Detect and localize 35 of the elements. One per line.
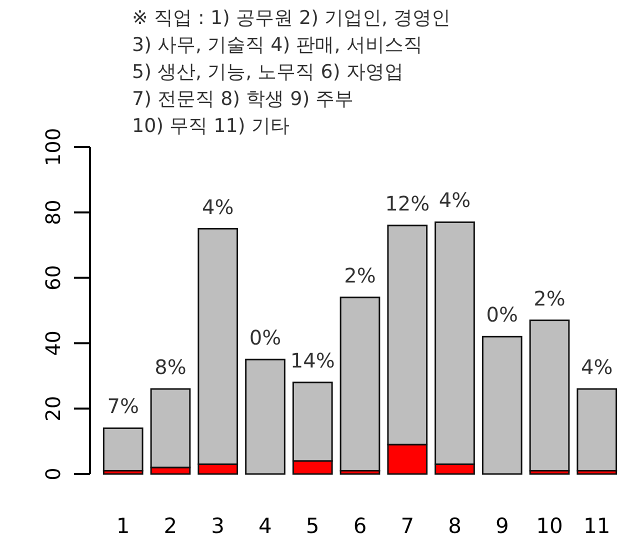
y-tick-label: 40	[41, 330, 65, 356]
annotation: 2%	[534, 286, 566, 310]
annotation: 8%	[154, 354, 186, 379]
annotation: 4%	[202, 194, 234, 219]
x-tick-label: 5	[306, 514, 320, 538]
annotation: 4%	[438, 188, 471, 212]
annotation: 0%	[249, 326, 282, 350]
x-tick-label: 10	[536, 514, 563, 538]
chart-title: ※ 직업 : 1) 공무원 2) 기업인, 경영인 3) 사무, 기술직 4) 판매, 서비스직 5) 생산, 기능, 노무직 6) 자영업 7) 전문직 8) 학생 9) 주부 10) 무직 11) 기타	[132, 7, 451, 137]
annotation: 4%	[581, 354, 613, 379]
bar	[245, 358, 286, 475]
annotation: 0%	[486, 302, 518, 327]
annotation: 2%	[344, 263, 376, 288]
y-tick-label: 60	[41, 265, 65, 291]
y-tick-label: 100	[41, 128, 65, 166]
bar	[529, 320, 570, 472]
bar	[340, 296, 380, 472]
bar	[482, 336, 522, 475]
x-tick-label: 7	[400, 514, 414, 538]
y-tick-label: 80	[41, 200, 65, 226]
x-tick-label: 2	[164, 514, 178, 538]
bar	[576, 388, 618, 472]
annotation: 7%	[107, 394, 139, 418]
x-tick-label: 6	[353, 514, 367, 538]
x-tick-label: 8	[448, 514, 462, 538]
x-tick-label: 4	[258, 514, 272, 538]
annotation: 14%	[290, 348, 335, 372]
annotation: 12%	[385, 191, 430, 216]
x-tick-label: 3	[211, 514, 225, 538]
x-tick-label: 1	[116, 514, 130, 538]
x-tick-label: 11	[584, 514, 610, 538]
y-tick-label: 20	[41, 396, 65, 422]
x-tick-label: 9	[495, 514, 509, 538]
y-tick-label: 0	[41, 468, 65, 480]
bar	[102, 427, 144, 472]
